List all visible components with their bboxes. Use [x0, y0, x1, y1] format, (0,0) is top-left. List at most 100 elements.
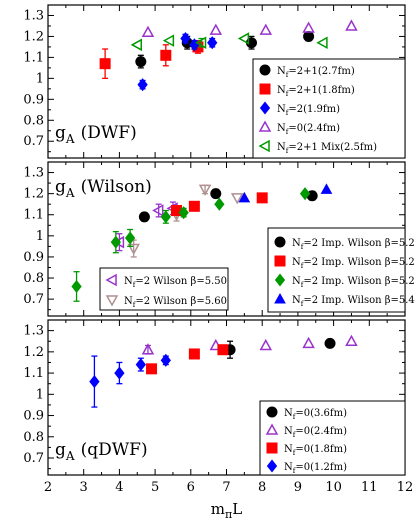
legend-label: Nf=0(1.2fm) — [284, 462, 347, 475]
panel-title: gA (qDWF) — [55, 440, 148, 463]
legend-label: Nf=2 Wilson β=5.50 — [124, 276, 227, 289]
panel-title: gA (DWF) — [55, 123, 137, 146]
data-point — [303, 30, 315, 42]
data-point — [99, 58, 111, 70]
y-tick-label: 1.2 — [23, 187, 44, 202]
legend-box — [259, 400, 406, 476]
data-point — [316, 36, 328, 50]
series-0 — [112, 201, 178, 252]
x-tick-label: 11 — [361, 480, 378, 495]
data-point — [188, 348, 200, 360]
panel-middle: 0.7 0.8 0.9 1 1.1 1.2 1.3 gA (Wilson) Nf=2 Wilson… — [23, 161, 415, 317]
y-tick-label: 1 — [36, 387, 44, 402]
legend-label: Nf=0(3.6fm) — [284, 408, 347, 421]
data-point — [71, 279, 82, 294]
data-point — [345, 334, 358, 346]
series-1 — [141, 334, 358, 355]
series-4 — [71, 187, 311, 302]
series-0 — [224, 337, 336, 359]
panel-bottom: 0.7 0.8 0.9 1 1.1 1.2 1.3 2 3 4 5 6 7 8 9 10 11 12 mπL gA (q… — [23, 319, 414, 521]
data-point — [217, 344, 229, 356]
data-point — [259, 64, 271, 76]
series-5 — [238, 183, 333, 203]
y-tick-label: 1.3 — [23, 166, 44, 181]
data-point — [114, 366, 125, 380]
data-point — [274, 255, 286, 267]
legend-box — [252, 58, 406, 159]
data-point — [302, 336, 315, 349]
data-point — [160, 353, 171, 367]
data-point — [258, 139, 270, 153]
legend-box — [99, 267, 229, 311]
data-point — [110, 235, 121, 249]
data-point — [274, 273, 286, 287]
data-point — [237, 32, 250, 45]
data-point — [259, 23, 273, 35]
y-tick-label: 1.1 — [23, 208, 44, 223]
data-point — [137, 78, 148, 92]
data-point — [265, 423, 279, 435]
x-axis-label: mπL — [211, 500, 242, 521]
x-tick-label: 12 — [397, 480, 414, 495]
panel-top: 0.70.80.911.11.21.3gA (DWF)Nf=2+1(2.7fm)N… — [23, 4, 406, 159]
legend-label: Nf=2+1 Mix(2.5fm) — [277, 142, 377, 155]
data-point — [127, 243, 140, 256]
series-1 — [99, 39, 204, 80]
series-2 — [146, 344, 229, 375]
data-point — [258, 120, 272, 132]
data-point — [160, 49, 172, 61]
data-point — [198, 184, 212, 196]
legend: Nf=2 Wilson β=5.50 Nf=2 Wilson β=5.60 Nf=2… — [99, 227, 415, 313]
data-point — [162, 34, 175, 47]
legend-label: Nf=0(2.4fm) — [284, 426, 347, 439]
legend-label: Nf=2 Wilson β=5.60 — [124, 296, 227, 309]
y-tick-label: 1 — [36, 71, 44, 86]
data-point — [141, 25, 155, 37]
x-tick-label: 4 — [115, 480, 123, 495]
x-tick-label: 8 — [258, 480, 266, 495]
data-point — [320, 183, 333, 194]
x-tick-label: 9 — [294, 480, 302, 495]
y-tick-label: 0.8 — [23, 430, 44, 445]
y-tick-label: 1.3 — [23, 324, 44, 339]
legend-label: Nf=2 Imp. Wilson β=5.20 — [292, 238, 415, 251]
legend-label: Nf=2 Imp. Wilson β=5.25 — [292, 257, 415, 270]
data-point — [180, 31, 191, 46]
data-point — [135, 358, 146, 372]
legend-label: Nf=2 Imp. Wilson β=5.29 — [292, 276, 415, 289]
data-point — [266, 406, 278, 418]
x-tick-label: 7 — [222, 480, 230, 495]
y-tick-label: 1.2 — [23, 29, 44, 44]
y-tick-label: 0.8 — [23, 271, 44, 286]
data-point — [230, 193, 244, 205]
data-point — [105, 295, 119, 307]
y-tick-label: 0.9 — [23, 92, 44, 107]
legend: Nf=2+1(2.7fm) Nf=2+1(1.8fm) Nf=2(1.9fm) Nf=… — [252, 58, 406, 159]
y-tick-label: 1.1 — [23, 50, 44, 65]
x-tick-label: 5 — [151, 480, 159, 495]
data-point — [259, 83, 271, 95]
legend-box — [267, 227, 406, 313]
x-tick-label: 3 — [80, 480, 88, 495]
data-point — [345, 19, 358, 31]
data-point — [89, 375, 100, 389]
data-point — [259, 338, 273, 351]
series-3 — [89, 353, 171, 408]
data-point — [178, 206, 189, 220]
data-point — [188, 200, 200, 212]
data-point — [130, 38, 142, 52]
data-point — [207, 36, 218, 50]
data-point — [135, 56, 147, 68]
data-point — [105, 273, 117, 287]
y-tick-label: 1.2 — [23, 345, 44, 360]
y-tick-label: 1.1 — [23, 366, 44, 381]
y-tick-label: 0.7 — [23, 292, 44, 307]
data-point — [152, 204, 164, 217]
data-point — [324, 337, 336, 349]
data-point — [124, 231, 136, 245]
panel-title: gA (Wilson) — [55, 177, 152, 200]
data-point — [274, 236, 286, 248]
legend: Nf=0(3.6fm) Nf=0(2.4fm) Nf=0(1.8fm) Nf=0(1.… — [259, 400, 406, 476]
x-tick-label: 10 — [325, 480, 342, 495]
